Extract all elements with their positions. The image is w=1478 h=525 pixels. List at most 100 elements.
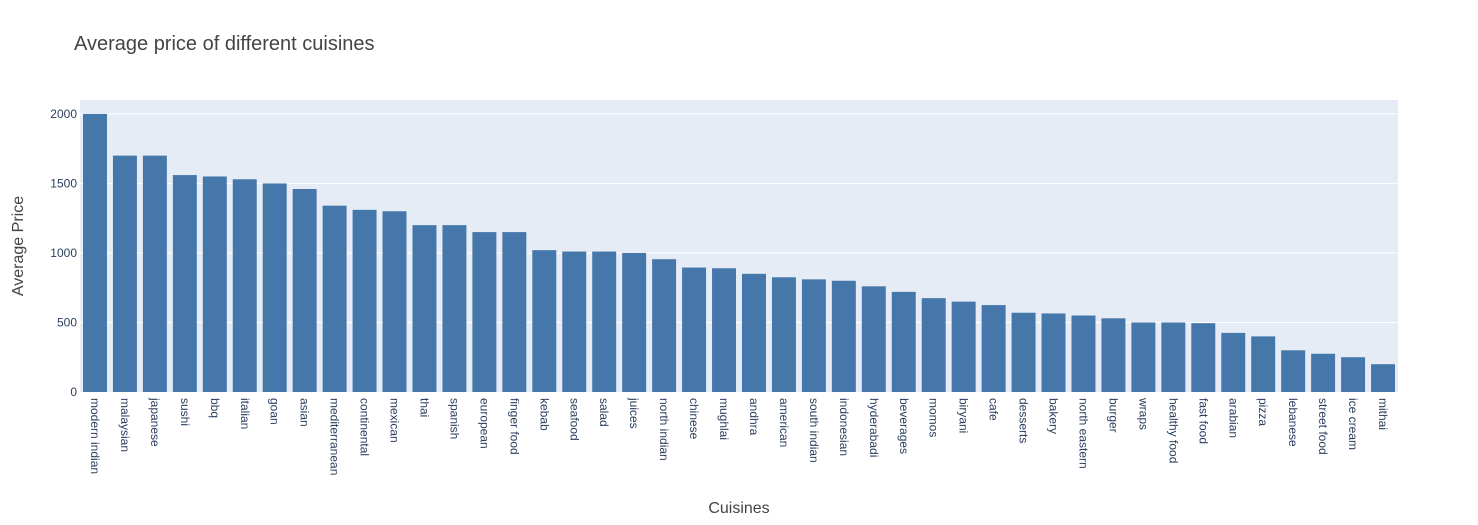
bar-juices xyxy=(622,252,647,392)
bar-ice-cream xyxy=(1341,357,1366,392)
bar-malaysian xyxy=(112,155,137,392)
bar-pizza xyxy=(1251,336,1276,392)
x-tick-label: goan xyxy=(268,398,282,425)
bar-continental xyxy=(352,209,377,392)
bar-south-indian xyxy=(801,279,826,392)
y-axis-title: Average Price xyxy=(10,196,27,296)
bar-japanese xyxy=(142,155,167,392)
x-tick-label: healthy food xyxy=(1166,398,1180,463)
x-tick-label: kebab xyxy=(537,398,551,431)
x-tick-label: seafood xyxy=(567,398,581,441)
x-tick-label: burger xyxy=(1106,398,1120,433)
bar-hyderabadi xyxy=(861,286,886,392)
x-tick-label: japanese xyxy=(148,397,162,447)
bar-beverages xyxy=(891,291,916,392)
x-tick-label: biryani xyxy=(957,398,971,433)
bar-kebab xyxy=(532,250,557,392)
x-tick-label: american xyxy=(777,398,791,447)
x-tick-label: asian xyxy=(298,398,312,427)
x-tick-label: mediterranean xyxy=(328,398,342,475)
x-tick-label: indonesian xyxy=(837,398,851,456)
x-tick-label: mughlai xyxy=(717,398,731,440)
x-tick-label: bakery xyxy=(1047,398,1061,434)
x-tick-label: sushi xyxy=(178,398,192,426)
bar-goan xyxy=(262,183,287,392)
x-tick-label: street food xyxy=(1316,398,1330,455)
bar-burger xyxy=(1101,318,1126,392)
bar-north-eastern xyxy=(1071,315,1096,392)
x-tick-label: modern indian xyxy=(88,398,102,474)
bar-momos xyxy=(921,298,946,392)
x-tick-label: thai xyxy=(417,398,431,417)
x-tick-label: ice cream xyxy=(1346,398,1360,450)
bar-andhra xyxy=(741,273,766,392)
bar-mediterranean xyxy=(322,205,347,392)
bar-arabian xyxy=(1221,332,1246,392)
bar-asian xyxy=(292,188,317,392)
x-tick-label: desserts xyxy=(1017,398,1031,443)
x-tick-label: chinese xyxy=(687,398,701,440)
x-tick-label: bbq xyxy=(208,398,222,418)
bar-chinese xyxy=(682,267,707,392)
y-tick-label: 500 xyxy=(57,315,77,329)
bar-spanish xyxy=(442,225,467,392)
x-tick-label: hyderabadi xyxy=(867,398,881,457)
y-tick-label: 2000 xyxy=(50,107,77,121)
bars xyxy=(82,113,1396,393)
bar-european xyxy=(472,232,497,392)
x-tick-label: italian xyxy=(238,398,252,429)
y-axis-ticks: 0 500 1000 1500 2000 xyxy=(50,107,77,399)
x-tick-label: north eastern xyxy=(1076,398,1090,469)
x-tick-label: wraps xyxy=(1136,397,1150,430)
bar-sushi xyxy=(172,175,197,392)
x-tick-label: continental xyxy=(358,398,372,456)
x-tick-label: momos xyxy=(927,398,941,437)
bar-thai xyxy=(412,225,437,392)
x-tick-label: spanish xyxy=(447,398,461,439)
x-tick-label: andhra xyxy=(747,398,761,436)
bar-lebanese xyxy=(1281,350,1306,392)
x-tick-label: juices xyxy=(627,397,641,429)
y-tick-label: 1500 xyxy=(50,176,77,190)
x-axis-title: Cuisines xyxy=(708,500,769,517)
x-tick-label: fast food xyxy=(1196,398,1210,444)
x-tick-label: cafe xyxy=(987,398,1001,421)
x-tick-label: mexican xyxy=(388,398,402,443)
bar-bakery xyxy=(1041,313,1066,392)
bar-american xyxy=(771,277,796,392)
x-tick-label: malaysian xyxy=(118,398,132,452)
x-tick-label: finger food xyxy=(507,398,521,455)
bar-wraps xyxy=(1131,322,1156,392)
x-tick-label: arabian xyxy=(1226,398,1240,438)
bar-healthy-food xyxy=(1161,322,1186,392)
x-axis-ticks: modern indian malaysian japanese sushi bbq it… xyxy=(88,397,1390,475)
bar-finger-food xyxy=(502,232,527,392)
bar-cafe xyxy=(981,305,1006,392)
bar-mexican xyxy=(382,211,407,392)
bar-modern-indian xyxy=(82,113,107,393)
bar-seafood xyxy=(562,251,587,392)
bar-north-indian xyxy=(652,259,677,392)
x-tick-label: south indian xyxy=(807,398,821,463)
x-tick-label: north indian xyxy=(657,398,671,461)
bar-bbq xyxy=(202,176,227,392)
bar-indonesian xyxy=(831,280,856,392)
x-tick-label: pizza xyxy=(1256,398,1270,426)
y-tick-label: 0 xyxy=(70,385,77,399)
bar-italian xyxy=(232,179,257,392)
x-tick-label: beverages xyxy=(897,398,911,454)
x-tick-label: lebanese xyxy=(1286,398,1300,447)
x-tick-label: salad xyxy=(597,398,611,427)
x-tick-label: european xyxy=(477,398,491,449)
x-tick-label: mithai xyxy=(1376,398,1390,430)
bar-fast-food xyxy=(1191,323,1216,392)
bar-desserts xyxy=(1011,312,1036,392)
bar-street-food xyxy=(1311,353,1336,392)
bar-biryani xyxy=(951,301,976,392)
bar-salad xyxy=(592,251,617,392)
y-tick-label: 1000 xyxy=(50,246,77,260)
bar-mithai xyxy=(1371,364,1396,392)
bar-mughlai xyxy=(712,268,737,392)
chart-title: Average price of different cuisines xyxy=(74,33,375,55)
